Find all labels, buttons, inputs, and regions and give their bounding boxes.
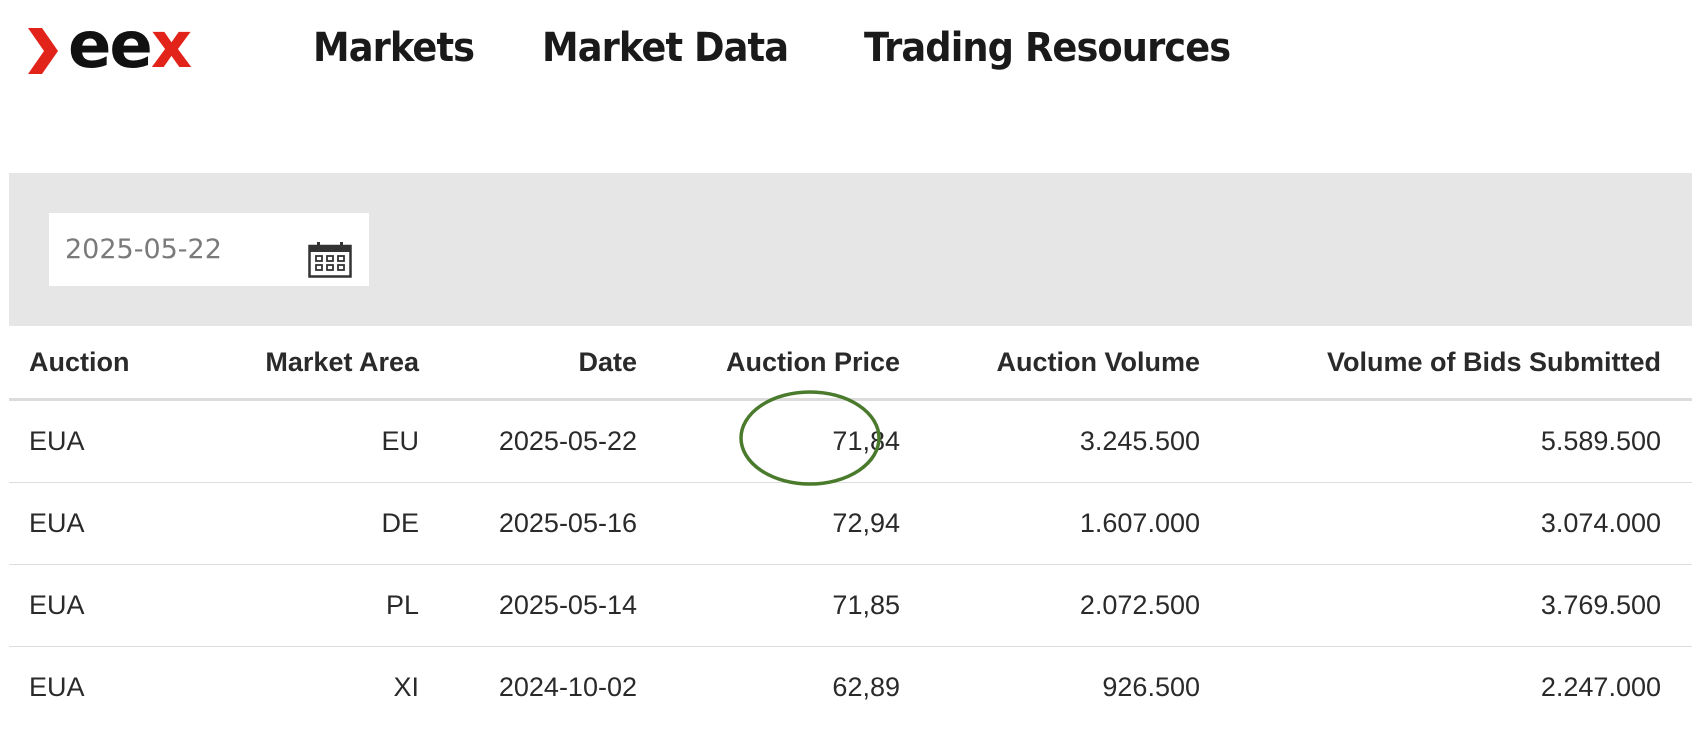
cell-market-area: EU <box>149 399 419 483</box>
cell-bids-submitted: 3.769.500 <box>1200 564 1661 647</box>
cell-bids-submitted: 3.074.000 <box>1200 482 1661 565</box>
cell-auction-price: 71,85 <box>637 564 900 647</box>
cell-auction-price: 72,94 <box>637 482 900 565</box>
chevron-right-icon <box>28 28 58 74</box>
calendar-icon[interactable] <box>308 242 352 278</box>
cell-auction-volume: 1.607.000 <box>900 482 1200 565</box>
header-date[interactable]: Date <box>419 326 637 401</box>
cell-market-area: PL <box>149 564 419 647</box>
cell-market-area: DE <box>149 482 419 565</box>
eex-logo[interactable]: eex <box>28 14 208 78</box>
cell-auction-price: 71,84 <box>637 390 900 486</box>
cell-auction-volume: 2.072.500 <box>900 564 1200 647</box>
cell-date: 2025-05-16 <box>419 482 637 565</box>
cell-bids-submitted: 5.589.500 <box>1200 399 1661 483</box>
nav-trading-resources[interactable]: Trading Resources <box>863 25 1231 71</box>
nav-markets[interactable]: Markets <box>313 25 475 71</box>
table-row: EUA XI 2024-10-02 62,89 926.500 2.247.00… <box>9 647 1692 729</box>
cell-market-area: XI <box>393 672 419 702</box>
header-auction-price[interactable]: Auction Price <box>637 326 900 401</box>
table-row: EUA PL 2025-05-14 71,85 2.072.500 3.769.… <box>9 564 1692 647</box>
date-picker <box>49 213 369 286</box>
main-nav: Markets Market Data Trading Resources <box>313 22 1326 74</box>
cell-date: 2025-05-22 <box>419 399 637 483</box>
header-market-area[interactable]: Market Area <box>149 326 419 401</box>
site-header: eex Markets Market Data Trading Resource… <box>0 0 1692 100</box>
cell-auction-price: 62,89 <box>832 672 900 702</box>
header-spacer <box>1661 326 1692 401</box>
cell-auction: EUA <box>29 672 85 702</box>
cell-spacer <box>1661 647 1692 729</box>
table-row: EUA EU 2025-05-22 71,84 3.245.500 5.589.… <box>9 390 1692 486</box>
cell-auction: EUA <box>9 482 149 565</box>
cell-auction: EUA <box>9 399 149 483</box>
cell-spacer <box>1661 399 1692 483</box>
cell-auction-volume: 3.245.500 <box>900 399 1200 483</box>
cell-date: 2024-10-02 <box>498 672 637 702</box>
header-bids-submitted[interactable]: Volume of Bids Submitted <box>1200 326 1661 401</box>
header-auction[interactable]: Auction <box>9 326 149 401</box>
table-header-row: Auction Market Area Date Auction Price A… <box>9 326 1692 401</box>
logo-wordmark: eex <box>68 9 192 83</box>
header-auction-volume[interactable]: Auction Volume <box>900 326 1200 401</box>
table-row: EUA DE 2025-05-16 72,94 1.607.000 3.074.… <box>9 482 1692 565</box>
filter-bar <box>9 173 1692 326</box>
nav-market-data[interactable]: Market Data <box>542 25 789 71</box>
price-value: 71,84 <box>832 426 900 456</box>
cell-auction-volume: 926.500 <box>1102 672 1200 702</box>
auction-results-table: Auction Market Area Date Auction Price A… <box>9 326 1692 728</box>
cell-auction: EUA <box>9 564 149 647</box>
cell-bids-submitted: 2.247.000 <box>1540 672 1661 702</box>
cell-spacer <box>1661 564 1692 647</box>
date-input[interactable] <box>65 231 285 267</box>
cell-spacer <box>1661 482 1692 565</box>
cell-date: 2025-05-14 <box>419 564 637 647</box>
